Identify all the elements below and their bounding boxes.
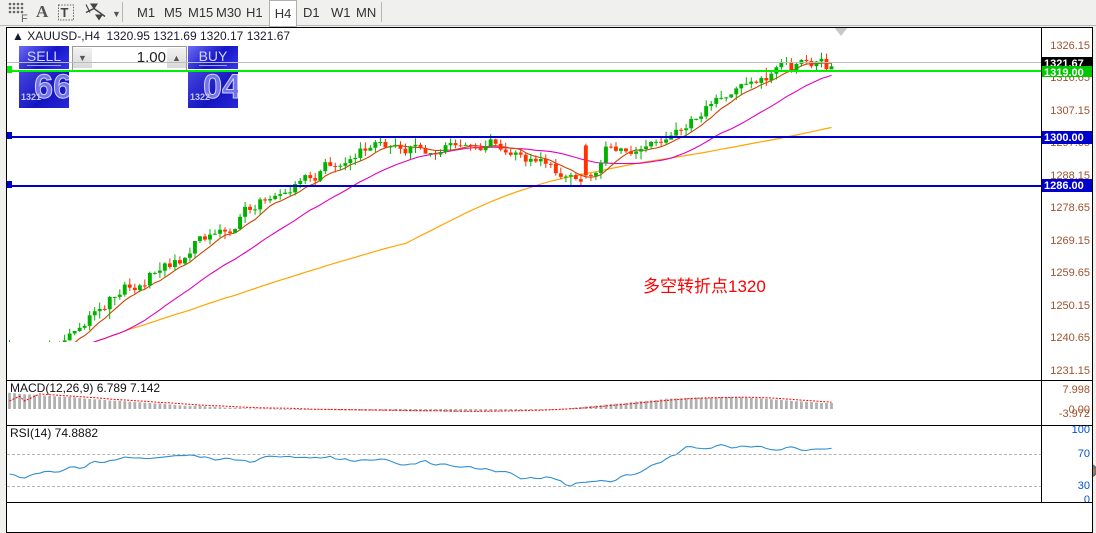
svg-text:T: T <box>61 5 69 20</box>
svg-text:F: F <box>21 13 28 23</box>
